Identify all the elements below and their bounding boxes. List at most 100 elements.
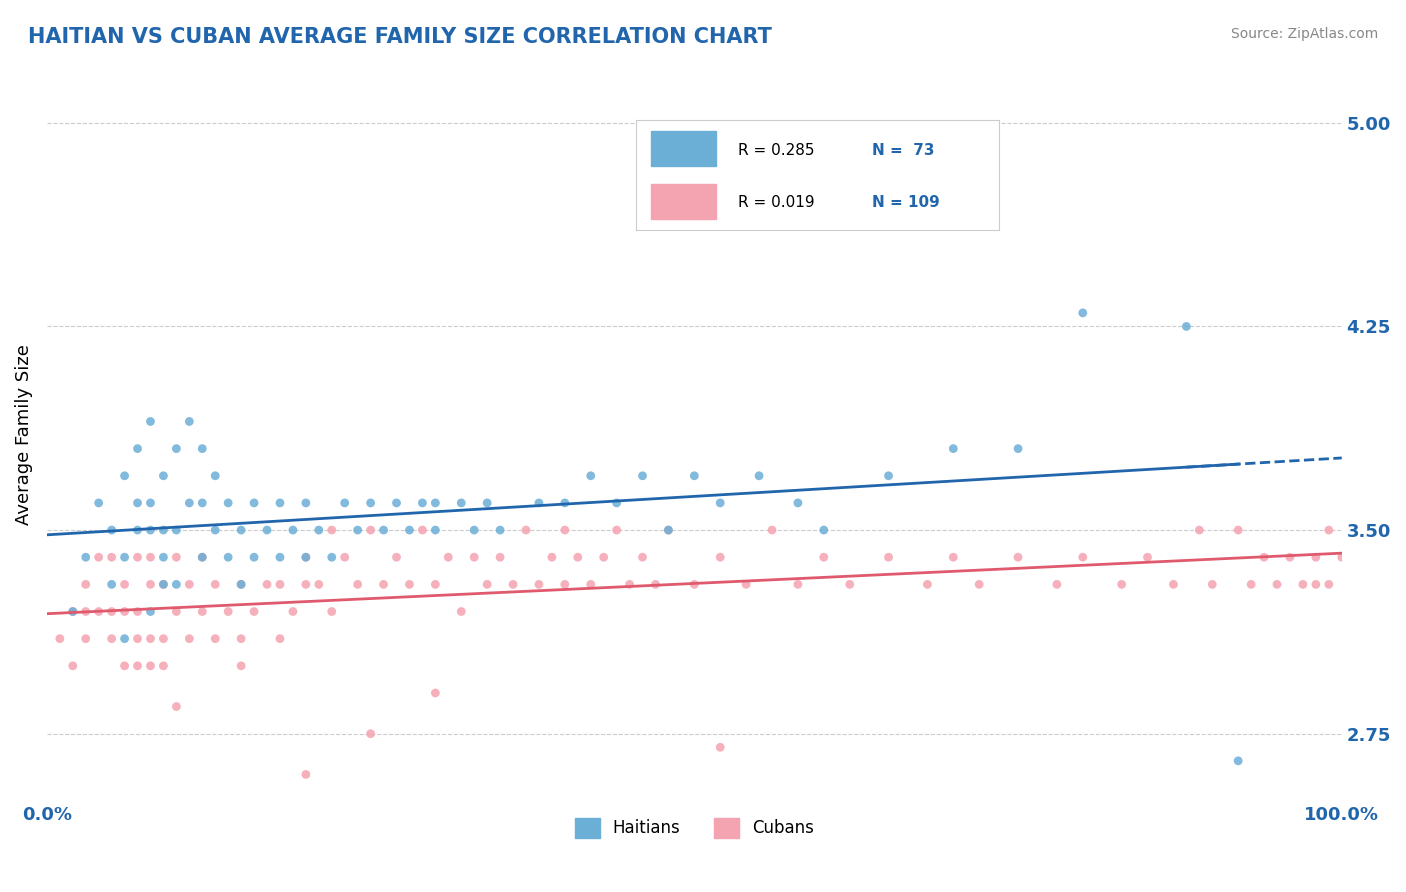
Point <box>229 658 252 673</box>
Point <box>179 415 201 429</box>
Point <box>579 577 602 591</box>
Point <box>657 523 679 537</box>
Point <box>554 496 576 510</box>
Point <box>139 605 162 619</box>
Point <box>942 550 965 565</box>
Point <box>127 496 149 510</box>
Point <box>114 577 136 591</box>
Point <box>554 523 576 537</box>
Point <box>360 727 382 741</box>
Point <box>346 577 368 591</box>
Point <box>204 468 226 483</box>
Point <box>127 550 149 565</box>
Point <box>295 496 318 510</box>
Point <box>592 550 614 565</box>
Point <box>204 632 226 646</box>
Y-axis label: Average Family Size: Average Family Size <box>15 344 32 525</box>
Point <box>295 550 318 565</box>
Point <box>425 523 447 537</box>
Point <box>100 523 122 537</box>
Point <box>256 577 278 591</box>
Point <box>191 550 214 565</box>
Point <box>787 577 810 591</box>
Point <box>269 632 291 646</box>
Point <box>1253 550 1275 565</box>
Point <box>62 605 84 619</box>
Point <box>308 577 330 591</box>
Point <box>139 577 162 591</box>
Point <box>191 605 214 619</box>
Text: Source: ZipAtlas.com: Source: ZipAtlas.com <box>1230 27 1378 41</box>
Point <box>333 550 356 565</box>
Point <box>735 577 758 591</box>
Point <box>967 577 990 591</box>
Point <box>709 740 731 755</box>
Point <box>333 496 356 510</box>
Point <box>321 550 343 565</box>
Point <box>127 632 149 646</box>
Point <box>229 523 252 537</box>
Point <box>281 605 304 619</box>
Point <box>152 550 174 565</box>
Point <box>139 632 162 646</box>
Point <box>463 523 485 537</box>
Point <box>360 496 382 510</box>
Point <box>75 550 97 565</box>
Point <box>217 605 239 619</box>
Point <box>360 523 382 537</box>
Point <box>411 523 433 537</box>
Point <box>541 550 564 565</box>
Point <box>321 523 343 537</box>
Point <box>437 550 460 565</box>
Point <box>75 632 97 646</box>
Point <box>373 577 395 591</box>
Point <box>425 496 447 510</box>
Point <box>1201 577 1223 591</box>
Point <box>62 605 84 619</box>
Point <box>269 550 291 565</box>
Point <box>295 550 318 565</box>
Point <box>62 658 84 673</box>
Point <box>269 496 291 510</box>
Point <box>229 577 252 591</box>
Point <box>606 523 628 537</box>
Point <box>1305 577 1327 591</box>
Point <box>100 605 122 619</box>
Point <box>152 658 174 673</box>
Point <box>165 605 187 619</box>
Point <box>579 468 602 483</box>
Point <box>179 496 201 510</box>
Point <box>1111 577 1133 591</box>
Point <box>100 577 122 591</box>
Point <box>877 468 900 483</box>
Point <box>179 632 201 646</box>
Point <box>1278 550 1301 565</box>
Point <box>87 605 110 619</box>
Point <box>657 523 679 537</box>
Point <box>127 605 149 619</box>
Point <box>127 442 149 456</box>
Point <box>1071 550 1094 565</box>
Point <box>229 632 252 646</box>
Point <box>295 767 318 781</box>
Point <box>281 523 304 537</box>
Point <box>49 632 72 646</box>
Point <box>114 468 136 483</box>
Point <box>127 523 149 537</box>
Point <box>1292 577 1315 591</box>
Point <box>709 550 731 565</box>
Point <box>321 605 343 619</box>
Point <box>838 577 860 591</box>
Point <box>191 496 214 510</box>
Point <box>139 550 162 565</box>
Point <box>1317 523 1340 537</box>
Point <box>243 550 266 565</box>
Point <box>114 632 136 646</box>
Point <box>489 550 512 565</box>
Point <box>100 550 122 565</box>
Point <box>152 577 174 591</box>
Point <box>787 496 810 510</box>
Point <box>139 658 162 673</box>
Point <box>152 523 174 537</box>
Point <box>1227 523 1250 537</box>
